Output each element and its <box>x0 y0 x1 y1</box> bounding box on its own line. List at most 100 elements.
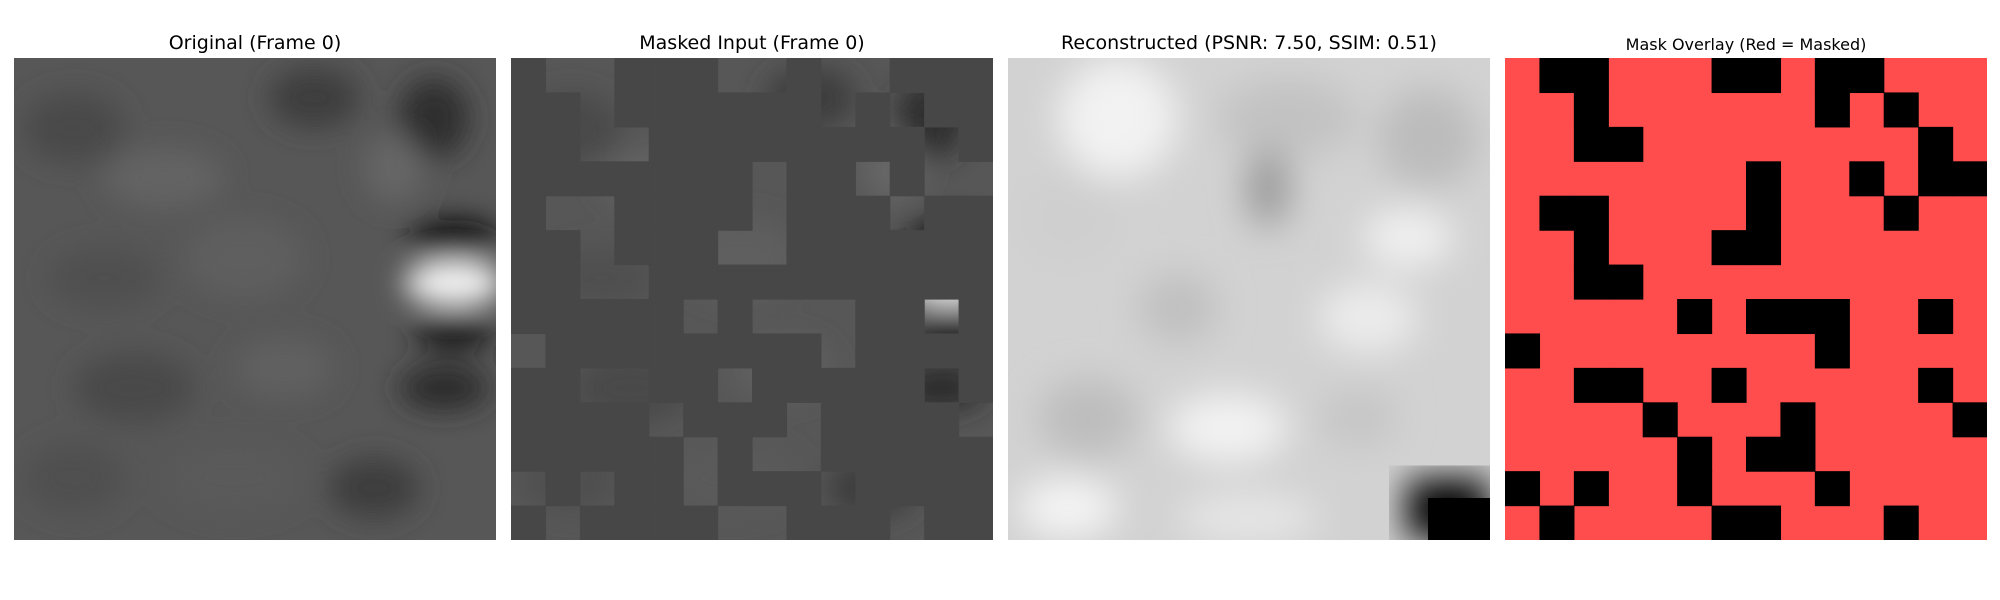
masked-block <box>855 436 891 472</box>
masked-block <box>683 505 719 540</box>
masked-block <box>648 230 684 266</box>
masked-block <box>614 471 650 507</box>
masked-block <box>820 367 856 403</box>
masked-block <box>511 92 547 128</box>
masked-block <box>511 195 547 231</box>
masked-block <box>786 333 822 369</box>
masked-block <box>717 161 753 197</box>
masked-block <box>683 367 719 403</box>
panel-original: Original (Frame 0) <box>14 0 496 600</box>
masked-block <box>717 402 753 438</box>
visible-cell <box>1780 299 1816 335</box>
masked-block <box>958 367 993 403</box>
masked-block <box>511 299 547 335</box>
masked-block <box>683 264 719 300</box>
visible-cell <box>1780 402 1816 438</box>
masked-block <box>579 436 615 472</box>
visible-cell <box>1918 126 1954 162</box>
visible-cell <box>1746 230 1782 266</box>
masked-block <box>545 161 581 197</box>
masked-block <box>820 264 856 300</box>
masked-block <box>614 161 650 197</box>
masked-block <box>958 195 993 231</box>
masked-block <box>648 471 684 507</box>
masked-block <box>786 92 822 128</box>
masked-block <box>889 471 925 507</box>
visible-cell <box>1849 58 1885 94</box>
masked-block <box>924 436 960 472</box>
panel-mask-overlay: Mask Overlay (Red = Masked) <box>1505 0 1987 600</box>
masked-block <box>752 126 788 162</box>
masked-block <box>648 195 684 231</box>
masked-block <box>545 333 581 369</box>
masked-block <box>958 264 993 300</box>
visible-cell <box>1539 505 1575 540</box>
masked-block <box>786 505 822 540</box>
masked-block <box>855 264 891 300</box>
masked-block <box>579 161 615 197</box>
masked-block <box>717 92 753 128</box>
masked-block <box>683 161 719 197</box>
visible-cell <box>1573 58 1609 94</box>
masked-block <box>648 299 684 335</box>
visible-cell <box>1746 58 1782 94</box>
masked-block <box>958 333 993 369</box>
masked-block <box>614 92 650 128</box>
visible-cell <box>1608 367 1644 403</box>
masked-block <box>579 505 615 540</box>
masked-block <box>614 436 650 472</box>
panel-title-masked: Masked Input (Frame 0) <box>639 32 865 54</box>
masked-block <box>648 161 684 197</box>
masked-block <box>855 333 891 369</box>
masked-block <box>820 505 856 540</box>
masked-block <box>511 230 547 266</box>
masked-block <box>786 58 822 94</box>
masked-block <box>889 436 925 472</box>
masked-block <box>924 92 960 128</box>
masked-block <box>958 92 993 128</box>
masked-block <box>924 195 960 231</box>
visible-cell <box>1573 92 1609 128</box>
masked-block <box>855 402 891 438</box>
visible-cell <box>1608 264 1644 300</box>
visible-cell <box>1918 161 1954 197</box>
visible-cell <box>1746 161 1782 197</box>
masked-block <box>889 264 925 300</box>
masked-blocks <box>511 58 993 540</box>
masked-block <box>648 436 684 472</box>
masked-block <box>786 195 822 231</box>
masked-block <box>545 264 581 300</box>
masked-block <box>924 471 960 507</box>
masked-block <box>683 126 719 162</box>
visible-cell <box>1814 299 1850 335</box>
panel-title-reconstructed: Reconstructed (PSNR: 7.50, SSIM: 0.51) <box>1061 32 1437 54</box>
visible-cell <box>1505 333 1541 369</box>
masked-block <box>752 333 788 369</box>
masked-block <box>683 195 719 231</box>
masked-block <box>820 402 856 438</box>
masked-block <box>683 58 719 94</box>
masked-block <box>614 58 650 94</box>
masked-block <box>511 367 547 403</box>
masked-block <box>889 126 925 162</box>
masked-block <box>958 471 993 507</box>
masked-block <box>614 195 650 231</box>
masked-block <box>614 230 650 266</box>
panel-title-mask-overlay: Mask Overlay (Red = Masked) <box>1625 35 1867 54</box>
visible-cell <box>1539 58 1575 94</box>
visible-cell <box>1780 436 1816 472</box>
visible-cell <box>1746 195 1782 231</box>
masked-block <box>958 436 993 472</box>
masked-block <box>683 230 719 266</box>
masked-block <box>648 126 684 162</box>
masked-block <box>786 230 822 266</box>
visible-cell <box>1814 58 1850 94</box>
masked-block <box>648 92 684 128</box>
visible-cell <box>1608 126 1644 162</box>
masked-block <box>924 230 960 266</box>
masked-block <box>545 402 581 438</box>
masked-block <box>889 402 925 438</box>
masked-block <box>683 402 719 438</box>
visible-cell <box>1573 471 1609 507</box>
panel-masked: Masked Input (Frame 0) <box>511 0 993 600</box>
